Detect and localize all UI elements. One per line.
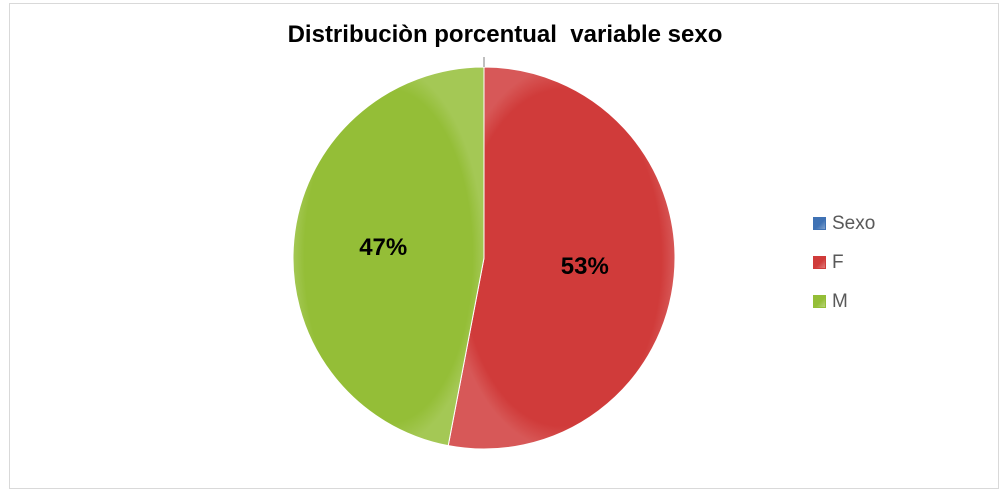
legend-label-sexo: Sexo <box>832 212 876 234</box>
legend: Sexo F M <box>813 204 875 321</box>
legend-label-f: F <box>832 251 844 273</box>
legend-item-f: F <box>813 243 875 282</box>
legend-item-m: M <box>813 282 875 321</box>
legend-item-sexo: Sexo <box>813 204 875 243</box>
chart-title: Distribuciòn porcentual variable sexo <box>287 21 723 48</box>
legend-label-m: M <box>832 290 848 312</box>
pie-chart: 53% 47% <box>292 57 676 450</box>
legend-swatch-f <box>813 256 826 269</box>
pie-slice-m <box>292 66 485 447</box>
legend-swatch-sexo <box>813 217 826 230</box>
chart-area: Distribuciòn porcentual variable sexo 53… <box>9 3 999 489</box>
data-label-f: 53% <box>561 253 609 280</box>
pie-slice-f <box>447 66 676 450</box>
data-label-m: 47% <box>359 234 407 261</box>
legend-swatch-m <box>813 295 826 308</box>
